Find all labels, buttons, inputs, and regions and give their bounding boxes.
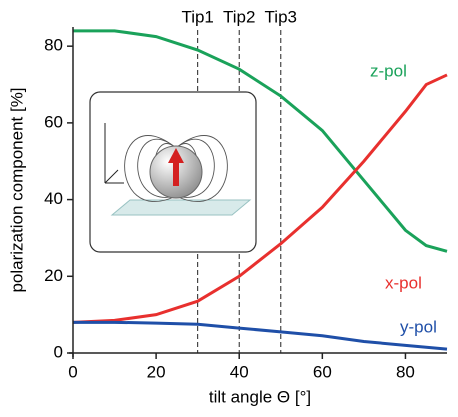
series-line: [72, 73, 448, 324]
legend-label: z-pol: [370, 61, 407, 80]
tip-label: Tip3: [265, 7, 297, 26]
legend-label: y-pol: [400, 317, 437, 336]
dipole-head: [168, 148, 184, 163]
series-line: [73, 320, 448, 351]
x-tick-label: 20: [147, 362, 166, 381]
y-arrow: [104, 169, 119, 184]
y-tick-label: 60: [44, 112, 63, 131]
y-tick-label: 40: [44, 189, 63, 208]
y-tick-label: 0: [54, 342, 63, 361]
tip-label: Tip2: [223, 7, 255, 26]
y-tick-label: 80: [44, 36, 63, 55]
legend-label: x-pol: [385, 273, 422, 292]
inset: [89, 91, 257, 253]
y-axis-label: polarization component [%]: [7, 87, 26, 292]
tip-label: Tip1: [181, 7, 213, 26]
series-line: [73, 29, 448, 253]
y-tick-label: 20: [44, 266, 63, 285]
x-axis-label: tilt angle Θ [°]: [209, 387, 311, 406]
x-tick-label: 40: [230, 362, 249, 381]
x-tick-label: 60: [313, 362, 332, 381]
x-tick-label: 0: [68, 362, 77, 381]
plane: [110, 199, 252, 216]
x-tick-label: 80: [396, 362, 415, 381]
dipole-arrow: [173, 162, 179, 186]
